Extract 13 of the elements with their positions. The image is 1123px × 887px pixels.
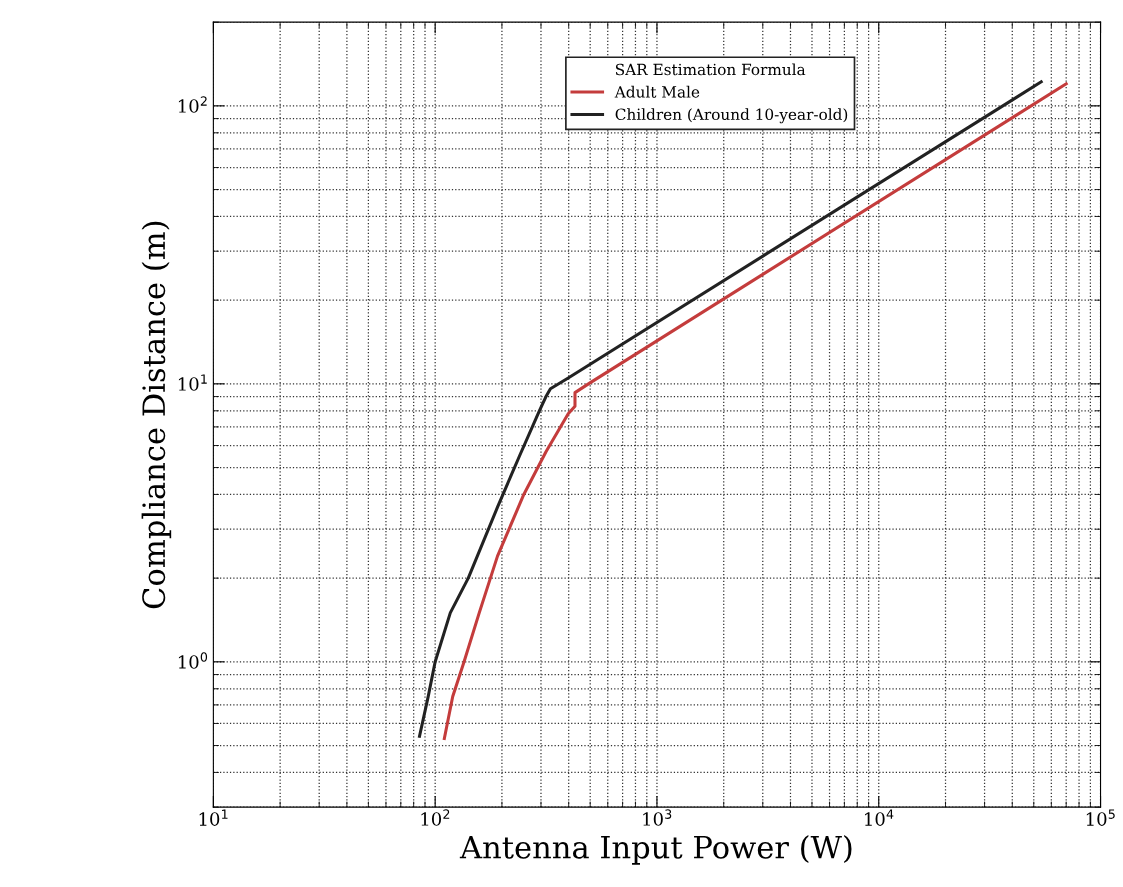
- legend-label: Adult Male: [614, 85, 700, 98]
- y-tick-label: 10$^{2}$: [178, 96, 207, 113]
- x-tick-label: 10$^{3}$: [643, 809, 672, 826]
- y-axis-title: Compliance Distance (m): [141, 221, 172, 609]
- x-axis-title: Antenna Input Power (W): [459, 835, 852, 865]
- y-tick-label: 10$^{0}$: [178, 652, 208, 669]
- x-tick-label: 10$^{1}$: [199, 809, 228, 826]
- y-tick-label: 10$^{1}$: [178, 374, 207, 391]
- x-tick-label: 10$^{5}$: [1086, 809, 1115, 826]
- legend-title: SAR Estimation Formula: [615, 63, 806, 76]
- x-tick-label: 10$^{4}$: [865, 809, 894, 826]
- x-tick-label: 10$^{2}$: [421, 809, 450, 826]
- legend-label: Children (Around 10-year-old): [615, 108, 848, 124]
